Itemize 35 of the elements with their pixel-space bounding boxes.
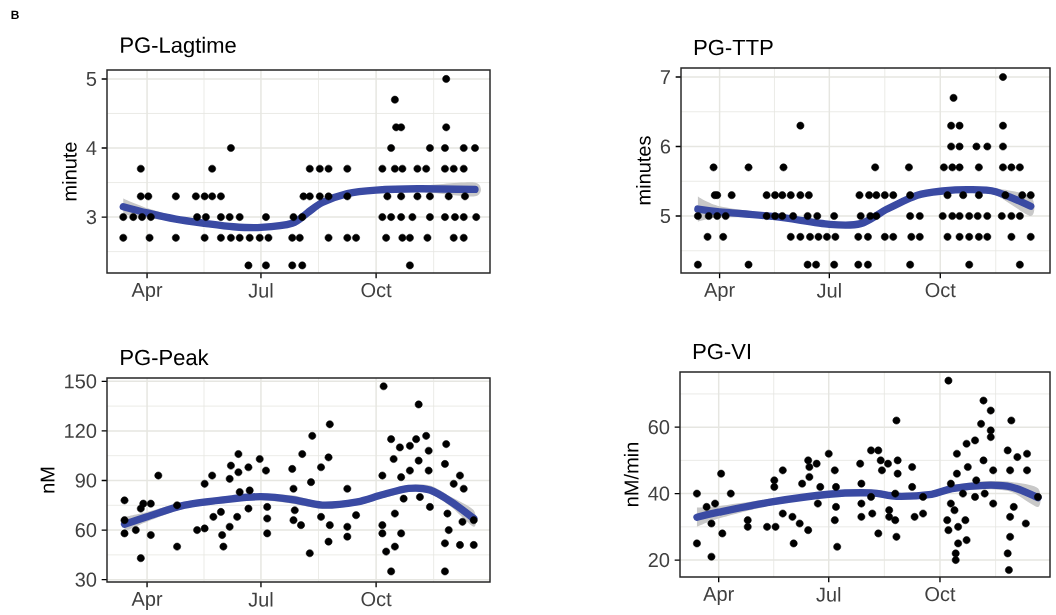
y-tick-label: 6 bbox=[660, 139, 671, 154]
chart-title: PG-Peak bbox=[121, 349, 209, 366]
y-axis-title: nM bbox=[40, 467, 55, 493]
y-tick-label: 60 bbox=[648, 420, 670, 435]
x-tick-label: Apr bbox=[704, 283, 735, 301]
y-tick-label: 30 bbox=[75, 572, 97, 587]
x-tick-label: Jul bbox=[816, 283, 841, 298]
x-tick-label: Jul bbox=[816, 587, 841, 602]
chart-title: PG-Lagtime bbox=[121, 36, 236, 58]
x-tick-label: Oct bbox=[361, 592, 392, 607]
y-tick-label: 40 bbox=[648, 486, 670, 501]
y-tick-label: 4 bbox=[86, 141, 97, 155]
y-tick-label: 150 bbox=[65, 374, 97, 389]
x-tick-label: Apr bbox=[131, 283, 163, 301]
x-tick-label: Apr bbox=[131, 592, 163, 610]
y-tick-label: 60 bbox=[75, 523, 97, 538]
y-tick-label: 3 bbox=[86, 209, 97, 225]
y-tick-label: 5 bbox=[86, 72, 97, 86]
x-tick-label: Apr bbox=[703, 587, 734, 605]
text: B bbox=[11, 10, 19, 19]
chart-title: PG-TTP bbox=[694, 39, 773, 56]
x-tick-label: Oct bbox=[361, 283, 392, 298]
y-tick-label: 5 bbox=[660, 209, 671, 223]
y-tick-label: 90 bbox=[75, 473, 97, 488]
y-axis-title: minutes bbox=[636, 136, 651, 205]
x-tick-label: Jul bbox=[248, 592, 273, 607]
y-axis-title: minute bbox=[62, 142, 77, 201]
x-tick-label: Jul bbox=[248, 283, 273, 298]
chart-title: PG-VI bbox=[693, 343, 750, 360]
y-tick-label: 20 bbox=[648, 552, 670, 568]
y-tick-label: 7 bbox=[660, 70, 670, 84]
x-tick-label: Oct bbox=[925, 587, 956, 602]
x-tick-label: Oct bbox=[925, 283, 956, 298]
y-tick-label: 120 bbox=[65, 423, 97, 438]
y-axis-title: nM/min bbox=[623, 443, 639, 506]
